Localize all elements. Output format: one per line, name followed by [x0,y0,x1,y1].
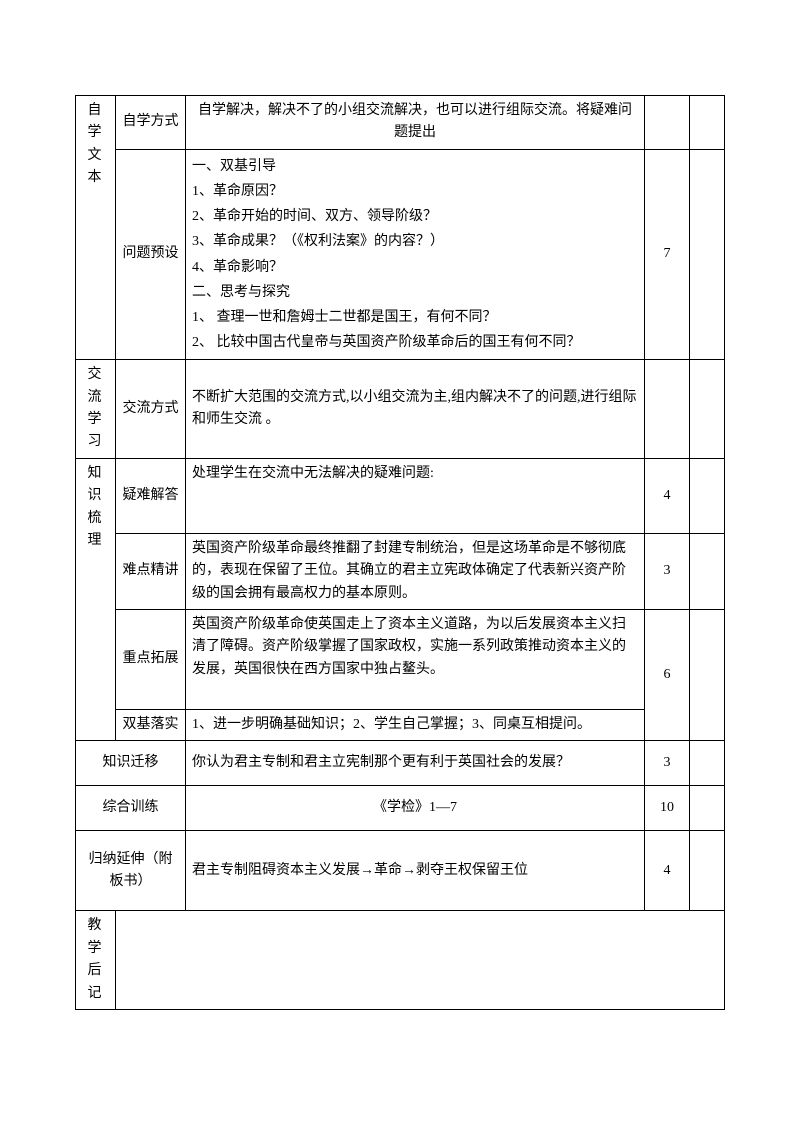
section-label: 综合训练 [76,786,186,831]
section-label: 自学文本 [76,96,116,360]
cell-empty [690,96,725,150]
section-label: 交流学习 [76,360,116,459]
lesson-plan-table: 自学文本 自学方式 自学解决，解决不了的小组交流解决，也可以进行组际交流。将疑难… [75,95,725,1010]
cell-num: 3 [645,533,690,609]
cell-content: 自学解决，解决不了的小组交流解决，也可以进行组际交流。将疑难问题提出 [186,96,645,150]
cell-content: 《学检》1—7 [186,786,645,831]
subsection-label: 交流方式 [116,360,186,459]
cell-content [116,911,725,1010]
cell-empty [690,360,725,459]
cell-num: 6 [645,610,690,741]
subsection-label: 双基落实 [116,710,186,741]
section-label: 教学后记 [76,911,116,1010]
cell-empty [690,533,725,609]
cell-empty [690,741,725,786]
cell-num: 3 [645,741,690,786]
table-row: 问题预设 一、双基引导 1、革命原因？ 2、革命开始的时间、双方、领导阶级？ 3… [76,149,725,360]
table-row: 双基落实 1、进一步明确基础知识；2、学生自己掌握；3、同桌互相提问。 [76,710,725,741]
subsection-label: 问题预设 [116,149,186,360]
table-row: 教学后记 [76,911,725,1010]
subsection-label: 重点拓展 [116,610,186,710]
subsection-label: 自学方式 [116,96,186,150]
cell-num: 4 [645,458,690,533]
section-label: 知识梳理 [76,458,116,741]
cell-empty [690,149,725,360]
cell-empty [690,610,725,741]
subsection-label: 疑难解答 [116,458,186,533]
cell-content: 英国资产阶级革命使英国走上了资本主义道路，为以后发展资本主义扫清了障碍。资产阶级… [186,610,645,710]
table-row: 难点精讲 英国资产阶级革命最终推翻了封建专制统治，但是这场革命是不够彻底的，表现… [76,533,725,609]
cell-empty [690,458,725,533]
cell-num: 4 [645,831,690,911]
table-row: 交流学习 交流方式 不断扩大范围的交流方式,以小组交流为主,组内解决不了的问题,… [76,360,725,459]
table-row: 综合训练 《学检》1—7 10 [76,786,725,831]
cell-content: 处理学生在交流中无法解决的疑难问题: [186,458,645,533]
cell-content: 1、进一步明确基础知识；2、学生自己掌握；3、同桌互相提问。 [186,710,645,741]
section-label: 知识迁移 [76,741,186,786]
cell-num [645,96,690,150]
table-row: 知识梳理 疑难解答 处理学生在交流中无法解决的疑难问题: 4 [76,458,725,533]
cell-empty [690,831,725,911]
section-label: 归纳延伸（附板书） [76,831,186,911]
cell-content: 英国资产阶级革命最终推翻了封建专制统治，但是这场革命是不够彻底的，表现在保留了王… [186,533,645,609]
cell-content: 一、双基引导 1、革命原因？ 2、革命开始的时间、双方、领导阶级？ 3、革命成果… [186,149,645,360]
cell-num [645,360,690,459]
cell-content: 不断扩大范围的交流方式,以小组交流为主,组内解决不了的问题,进行组际和师生交流 … [186,360,645,459]
subsection-label: 难点精讲 [116,533,186,609]
cell-num: 10 [645,786,690,831]
cell-content: 君主专制阻碍资本主义发展→革命→剥夺王权保留王位 [186,831,645,911]
table-row: 归纳延伸（附板书） 君主专制阻碍资本主义发展→革命→剥夺王权保留王位 4 [76,831,725,911]
table-row: 知识迁移 你认为君主专制和君主立宪制那个更有利于英国社会的发展？ 3 [76,741,725,786]
table-row: 自学文本 自学方式 自学解决，解决不了的小组交流解决，也可以进行组际交流。将疑难… [76,96,725,150]
table-row: 重点拓展 英国资产阶级革命使英国走上了资本主义道路，为以后发展资本主义扫清了障碍… [76,610,725,710]
cell-num: 7 [645,149,690,360]
cell-empty [690,786,725,831]
cell-content: 你认为君主专制和君主立宪制那个更有利于英国社会的发展？ [186,741,645,786]
